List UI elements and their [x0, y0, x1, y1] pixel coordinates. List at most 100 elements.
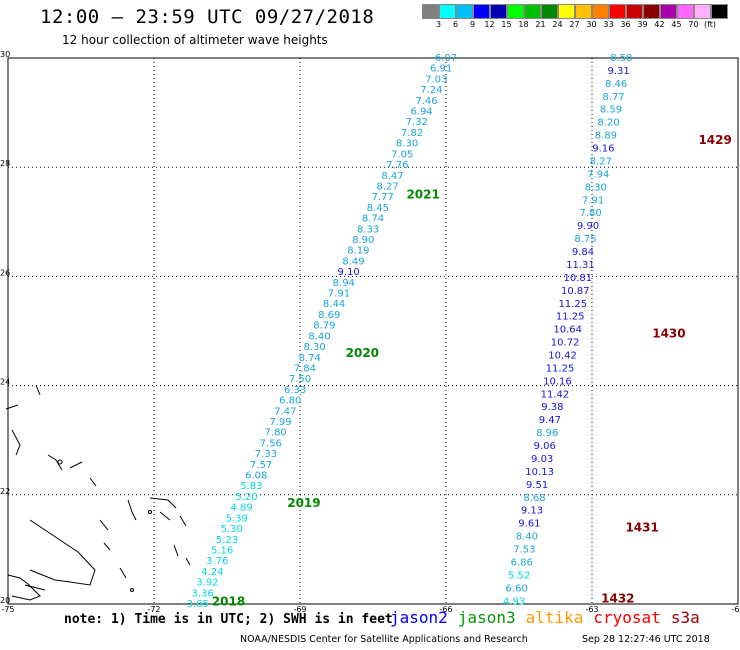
- legend-swatch: [575, 4, 592, 19]
- wave-height-value: 8.45: [367, 203, 389, 214]
- wave-height-value: 3.85: [187, 599, 209, 610]
- wave-height-value: 8.20: [597, 118, 619, 129]
- satellite-name: jason2: [390, 608, 448, 627]
- wave-height-value: 3.36: [192, 588, 214, 599]
- wave-height-value: 9.47: [539, 415, 561, 426]
- legend-swatch: [541, 4, 558, 19]
- pass-time-label: 1429: [698, 133, 731, 147]
- wave-height-value: 6.07: [435, 53, 457, 64]
- credit-text: NOAA/NESDIS Center for Satellite Applica…: [240, 634, 528, 645]
- wave-height-value: 7.82: [401, 128, 423, 139]
- wave-height-value: 8.30: [585, 182, 607, 193]
- lon-tick-label: -66: [439, 605, 452, 614]
- legend-label: 70: [688, 20, 699, 29]
- lat-tick-label: 24: [0, 378, 10, 387]
- satellite-name: jason3: [457, 608, 516, 627]
- legend-label: 12: [484, 20, 495, 29]
- altimeter-tracks: 3.853.363.924.243.765.165.235.305.394.89…: [187, 53, 732, 610]
- wave-height-value: 9.10: [338, 267, 360, 278]
- legend-label: 27: [569, 20, 580, 29]
- lat-tick-label: 22: [0, 487, 10, 496]
- wave-height-value: 9.61: [518, 519, 540, 530]
- legend-label: 18: [518, 20, 529, 29]
- pass-time-label: 2020: [346, 346, 379, 360]
- wave-height-value: 8.47: [381, 171, 403, 182]
- wave-height-value: 9.03: [531, 454, 553, 465]
- wave-height-value: 8.30: [396, 139, 418, 150]
- hispaniola-outline: [7, 574, 41, 601]
- wave-height-value: 7.94: [587, 169, 609, 180]
- wave-height-value: 8.69: [318, 310, 340, 321]
- wave-height-value: 11.25: [558, 299, 587, 310]
- legend-swatch: [473, 4, 490, 19]
- pass-time-label: 1432: [601, 592, 634, 606]
- legend-label: 9: [469, 20, 476, 29]
- legend-swatch: [524, 4, 541, 19]
- legend-label: 36: [620, 20, 631, 29]
- wave-height-value: 8.49: [342, 256, 364, 267]
- wave-height-value: 7.91: [328, 289, 350, 300]
- wave-height-value: 5.83: [240, 481, 262, 492]
- legend-swatch: [592, 4, 609, 19]
- wave-height-value: 7.91: [582, 195, 604, 206]
- wave-height-value: 7.84: [294, 363, 316, 374]
- island-dot: [57, 459, 63, 465]
- satellite-legend: jason2 jason3 altika cryosat s3a: [390, 608, 710, 627]
- island-dot: [130, 588, 134, 592]
- wave-height-value: 9.38: [541, 402, 563, 413]
- legend-swatch: [626, 4, 643, 19]
- wave-height-value: 6.08: [245, 471, 267, 482]
- wave-height-value: 4.93: [503, 596, 525, 607]
- wave-height-value: 5.39: [226, 513, 248, 524]
- legend-label: 30: [586, 20, 597, 29]
- legend-label: 42: [654, 20, 665, 29]
- wave-height-value: 8.68: [523, 493, 545, 504]
- island-dot: [148, 510, 152, 514]
- wave-height-value: 5.20: [235, 492, 257, 503]
- wave-height-value: 8.19: [347, 246, 369, 257]
- wave-height-value: 6.80: [279, 396, 301, 407]
- wave-height-value: 6.60: [506, 583, 528, 594]
- lon-tick-label: -60: [731, 605, 740, 614]
- wave-height-value: 10.87: [561, 286, 590, 297]
- wave-height-value: 8.94: [333, 278, 355, 289]
- wave-height-value: 9.84: [572, 247, 594, 258]
- legend-label: 3: [435, 20, 442, 29]
- wave-height-value: 8.90: [352, 235, 374, 246]
- wave-height-value: 9.16: [592, 144, 614, 155]
- wave-height-value: 7.24: [420, 85, 442, 96]
- lon-tick-label: -72: [147, 605, 160, 614]
- wave-height-value: 8.96: [536, 428, 558, 439]
- bahamas-islands: [5, 384, 191, 579]
- satellite-name: altika: [525, 608, 584, 627]
- wave-height-value: 8.58: [610, 53, 632, 64]
- legend-unit: (ft): [704, 20, 717, 29]
- wave-height-value: 7.53: [513, 545, 535, 556]
- cuba-outline: [24, 519, 96, 591]
- wave-height-value: 11.42: [541, 389, 570, 400]
- wave-height-value: 11.25: [556, 312, 585, 323]
- legend-labels: 3 6 9 12 15 18 21 24 27 30 33 36 39 42 45 70 (ft): [422, 19, 728, 31]
- legend-swatch: [694, 4, 711, 19]
- satellite-name: s3a: [670, 608, 700, 627]
- wave-height-value: 8.46: [605, 79, 627, 90]
- wave-height-value: 7.56: [260, 438, 282, 449]
- wave-height-value: 7.50: [289, 374, 311, 385]
- wave-height-value: 7.33: [255, 449, 277, 460]
- lat-tick-label: 26: [0, 268, 10, 277]
- wave-height-value: 10.72: [551, 338, 580, 349]
- wave-height-value: 8.89: [595, 131, 617, 142]
- wave-height-value: 10.81: [564, 273, 593, 284]
- wave-height-value: 9.13: [521, 506, 543, 517]
- wave-height-value: 8.27: [590, 156, 612, 167]
- wave-height-value: 9.06: [534, 441, 556, 452]
- pass-time-label: 1431: [625, 521, 658, 535]
- timestamp-text: Sep 28 12:27:46 UTC 2018: [582, 634, 710, 645]
- wave-height-value: 7.46: [415, 96, 437, 107]
- legend-swatch: [456, 4, 473, 19]
- wave-height-value: 8.40: [516, 532, 538, 543]
- wave-height-value: 7.32: [406, 117, 428, 128]
- legend-swatch: [490, 4, 507, 19]
- wave-height-value: 7.77: [372, 192, 394, 203]
